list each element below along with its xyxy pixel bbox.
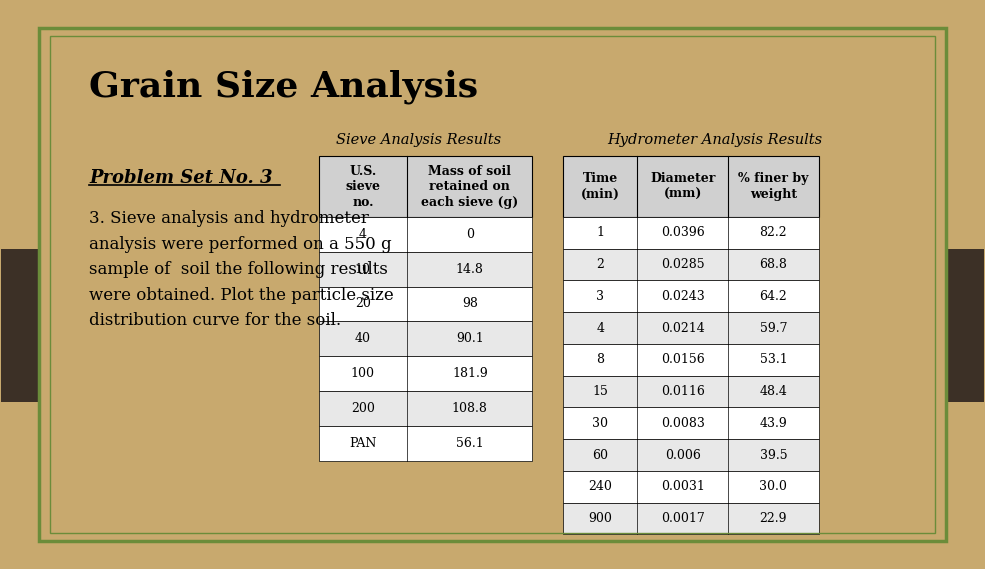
Text: 68.8: 68.8 [759,258,787,271]
Bar [563,312,819,344]
Text: Problem Set No. 3: Problem Set No. 3 [90,170,273,187]
Text: 53.1: 53.1 [759,353,787,366]
Text: 0.0156: 0.0156 [661,353,704,366]
Text: 48.4: 48.4 [759,385,787,398]
Text: 22.9: 22.9 [759,512,787,525]
Text: 82.2: 82.2 [759,226,787,240]
Text: 4: 4 [596,321,605,335]
Text: 30.0: 30.0 [759,480,787,493]
Text: Mass of soil
retained on
each sieve (g): Mass of soil retained on each sieve (g) [422,164,518,209]
Text: 240: 240 [588,480,613,493]
Bar [563,407,819,439]
Bar [946,249,984,402]
Bar [318,287,532,321]
Bar [563,249,819,281]
Bar [563,344,819,376]
Text: 98: 98 [462,298,478,311]
Text: 3. Sieve analysis and hydrometer
analysis were performed on a 550 g
sample of  s: 3. Sieve analysis and hydrometer analysi… [90,211,394,329]
Bar [318,356,532,391]
Text: 14.8: 14.8 [456,263,484,275]
Text: 56.1: 56.1 [456,437,484,450]
Text: Diameter
(mm): Diameter (mm) [650,172,715,201]
Text: 20: 20 [355,298,370,311]
Text: 15: 15 [592,385,609,398]
Bar [563,281,819,312]
Text: 1: 1 [596,226,605,240]
Text: 0.0116: 0.0116 [661,385,704,398]
Text: 0.0243: 0.0243 [661,290,704,303]
Text: Sieve Analysis Results: Sieve Analysis Results [336,134,500,147]
Text: U.S.
sieve
no.: U.S. sieve no. [346,164,380,209]
Text: 0.0031: 0.0031 [661,480,704,493]
Text: 100: 100 [351,367,375,380]
Text: 60: 60 [592,448,609,461]
Text: 30: 30 [592,417,609,430]
Bar [563,471,819,502]
Text: 64.2: 64.2 [759,290,787,303]
Text: PAN: PAN [350,437,376,450]
Text: 0.006: 0.006 [665,448,700,461]
Text: 181.9: 181.9 [452,367,488,380]
Text: 0.0083: 0.0083 [661,417,704,430]
Bar [563,217,819,249]
Text: 59.7: 59.7 [759,321,787,335]
Text: 4: 4 [359,228,367,241]
Text: 0.0285: 0.0285 [661,258,704,271]
Bar [318,391,532,426]
Bar [318,321,532,356]
Bar [318,251,532,287]
Text: 2: 2 [596,258,604,271]
Text: 0: 0 [466,228,474,241]
Text: Hydrometer Analysis Results: Hydrometer Analysis Results [607,134,822,147]
Text: Grain Size Analysis: Grain Size Analysis [90,69,479,104]
Text: 200: 200 [351,402,375,415]
Text: 43.9: 43.9 [759,417,787,430]
Text: % finer by
weight: % finer by weight [738,172,809,201]
Bar [318,426,532,461]
Text: 108.8: 108.8 [452,402,488,415]
Text: 3: 3 [596,290,605,303]
Text: 0.0396: 0.0396 [661,226,704,240]
Text: 900: 900 [588,512,613,525]
Text: 40: 40 [355,332,371,345]
Text: 10: 10 [355,263,371,275]
Bar [1,249,39,402]
Text: 39.5: 39.5 [759,448,787,461]
Bar [563,502,819,534]
Text: Time
(min): Time (min) [581,172,620,201]
Text: 0.0214: 0.0214 [661,321,704,335]
Bar [563,156,819,217]
Bar [318,156,532,217]
Text: 8: 8 [596,353,605,366]
Bar [563,376,819,407]
Text: 90.1: 90.1 [456,332,484,345]
Bar [563,439,819,471]
Text: 0.0017: 0.0017 [661,512,704,525]
Bar [318,217,532,251]
